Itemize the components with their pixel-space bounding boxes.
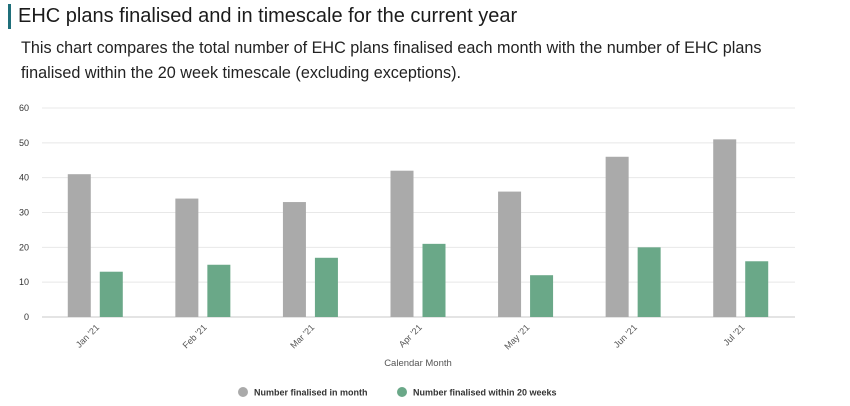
bar-finalised-within-20-weeks [745,261,769,317]
bar-finalised-in-month [498,191,522,317]
y-tick-label: 0 [24,312,29,322]
x-tick-label: Feb '21 [181,322,209,350]
x-tick-label: Jun '21 [612,322,639,349]
legend-marker [238,387,248,397]
y-tick-label: 30 [19,208,29,218]
bar-finalised-within-20-weeks [637,247,661,317]
x-tick-label: Jan '21 [74,322,101,349]
legend-marker [397,387,407,397]
bar-finalised-within-20-weeks [99,271,123,317]
y-tick-label: 10 [19,277,29,287]
bar-finalised-in-month [67,174,91,317]
bar-finalised-within-20-weeks [314,257,338,317]
x-axis-title: Calendar Month [384,358,452,369]
bar-finalised-in-month [713,139,737,317]
x-tick-label: Apr '21 [397,322,424,349]
y-tick-label: 50 [19,138,29,148]
x-tick-label: Mar '21 [288,322,316,350]
bar-finalised-in-month [282,202,306,317]
y-tick-label: 60 [19,103,29,113]
page-title: EHC plans finalised and in timescale for… [18,5,518,27]
x-tick-label: Jul '21 [721,322,746,347]
legend-label: Number finalised within 20 weeks [413,388,557,398]
bar-finalised-within-20-weeks [530,275,554,317]
y-tick-label: 20 [19,242,29,252]
legend-label: Number finalised in month [254,388,368,398]
bar-finalised-in-month [175,198,199,317]
bar-finalised-in-month [605,156,629,317]
bar-finalised-within-20-weeks [207,264,231,317]
title-bar: EHC plans finalised and in timescale for… [8,4,517,29]
y-tick-label: 40 [19,173,29,183]
bar-finalised-in-month [390,170,414,317]
page-subtitle: This chart compares the total number of … [21,39,762,82]
x-tick-label: May '21 [502,322,531,351]
bar-finalised-within-20-weeks [422,243,446,317]
